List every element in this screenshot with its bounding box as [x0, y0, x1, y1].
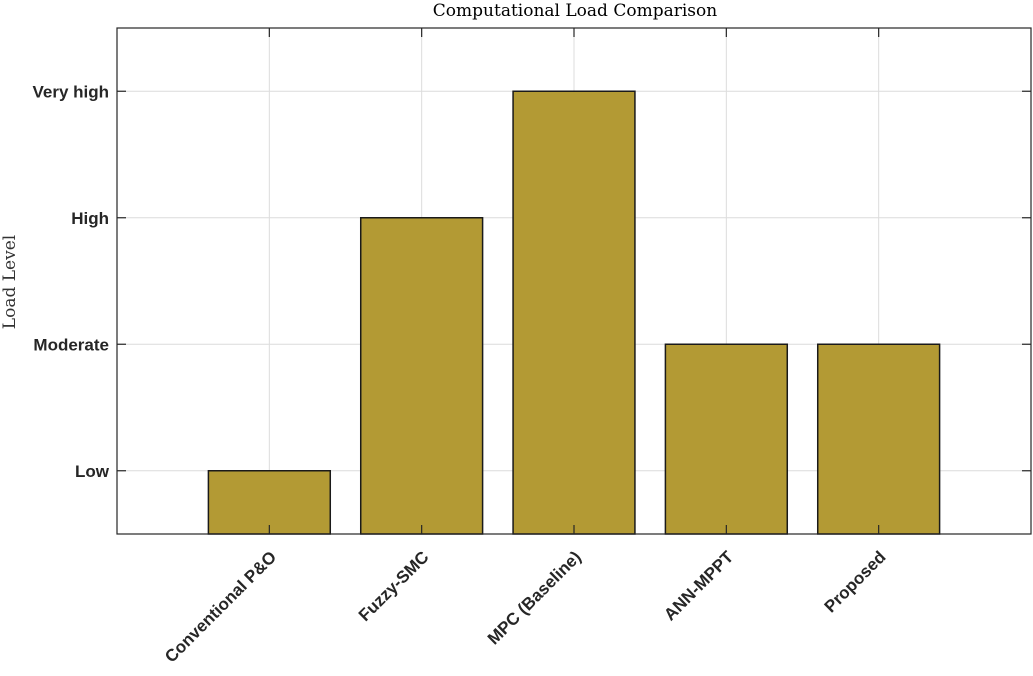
chart-title: Computational Load Comparison — [433, 1, 717, 21]
x-tick-label: Conventional P&O — [161, 547, 280, 666]
bar-4 — [664, 343, 789, 535]
x-tick-label: Proposed — [821, 547, 890, 616]
x-tick-label: MPC (Baseline) — [484, 547, 585, 648]
y-tick-labels: Low Moderate High Very high — [32, 82, 109, 481]
y-tick-label: Very high — [32, 82, 109, 101]
x-tick-labels: Conventional P&O Fuzzy-SMC MPC (Baseline) A… — [161, 547, 889, 666]
bars-layer — [207, 90, 941, 535]
y-axis-label: Load Level — [0, 235, 20, 329]
bar-5 — [816, 343, 941, 535]
bar-1 — [207, 470, 332, 535]
y-tick-label: High — [71, 209, 109, 228]
axes-layer — [116, 27, 1032, 535]
x-tick-label: Fuzzy-SMC — [355, 547, 433, 625]
bar-3 — [512, 90, 636, 535]
bar-2 — [359, 217, 484, 535]
y-tick-label: Low — [75, 462, 110, 481]
x-tick-label: ANN-MPPT — [660, 547, 737, 624]
y-tick-label: Moderate — [33, 335, 109, 354]
